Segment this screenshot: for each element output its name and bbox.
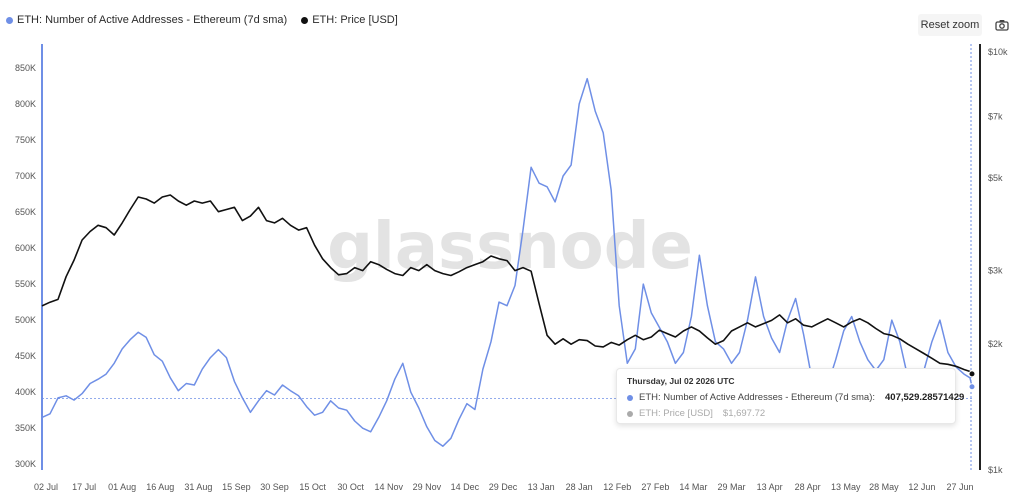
watermark: glassnode	[327, 210, 693, 284]
tooltip-date: Thursday, Jul 02 2026 UTC	[627, 376, 735, 386]
y-left-tick-label: 650K	[15, 207, 36, 217]
series-line-price	[41, 194, 973, 375]
y-left-tick-label: 400K	[15, 387, 36, 397]
y-right-tick-label: $2k	[988, 339, 1003, 349]
tooltip-value-price: $1,697.72	[722, 408, 766, 419]
x-tick-label: 02 Jul	[34, 482, 58, 492]
tooltip-row-active-addresses: ETH: Number of Active Addresses - Ethere…	[627, 392, 964, 403]
x-tick-label: 16 Aug	[146, 482, 174, 492]
y-right-tick-label: $5k	[988, 173, 1003, 183]
x-tick-label: 28 Apr	[795, 482, 821, 492]
y-left-tick-label: 350K	[15, 423, 36, 433]
x-tick-label: 15 Sep	[222, 482, 251, 492]
x-tick-label: 13 Apr	[757, 482, 783, 492]
x-tick-label: 29 Nov	[413, 482, 442, 492]
series-endpoint-active-addresses	[968, 383, 976, 391]
x-tick-label: 28 May	[869, 482, 899, 492]
x-tick-label: 14 Mar	[679, 482, 707, 492]
y-right-tick-label: $1k	[988, 465, 1003, 475]
camera-icon[interactable]	[990, 14, 1014, 36]
x-tick-label: 29 Mar	[717, 482, 745, 492]
x-tick-label: 30 Oct	[337, 482, 364, 492]
legend-item-price[interactable]: ETH: Price [USD]	[301, 14, 398, 26]
x-tick-label: 28 Jan	[566, 482, 593, 492]
x-tick-label: 31 Aug	[184, 482, 212, 492]
tooltip-row-price: ETH: Price [USD] $1,697.72	[627, 408, 945, 419]
x-tick-label: 15 Oct	[299, 482, 326, 492]
tooltip-dot-blue-icon	[627, 394, 633, 401]
legend-item-active-addresses[interactable]: ETH: Number of Active Addresses - Ethere…	[6, 14, 287, 26]
x-tick-label: 17 Jul	[72, 482, 96, 492]
x-tick-label: 13 May	[831, 482, 861, 492]
tooltip-label-active-addresses: ETH: Number of Active Addresses - Ethere…	[639, 392, 876, 403]
tooltip-value-active-addresses: 407,529.28571429	[885, 392, 965, 403]
x-tick-label: 30 Sep	[260, 482, 289, 492]
y-left-tick-label: 450K	[15, 351, 36, 361]
legend-dot-blue-icon	[6, 16, 13, 24]
chart-legend: ETH: Number of Active Addresses - Ethere…	[6, 14, 398, 26]
y-left-tick-label: 300K	[15, 459, 36, 469]
x-tick-label: 29 Dec	[489, 482, 518, 492]
legend-label-price: ETH: Price [USD]	[312, 14, 398, 26]
tooltip-dot-gray-icon	[627, 410, 633, 417]
legend-dot-black-icon	[301, 16, 309, 24]
x-tick-label: 27 Feb	[641, 482, 669, 492]
y-left-tick-label: 600K	[15, 243, 36, 253]
y-right-tick-label: $3k	[988, 266, 1003, 276]
x-tick-label: 14 Dec	[451, 482, 480, 492]
y-left-tick-label: 700K	[15, 171, 36, 181]
x-tick-label: 13 Jan	[528, 482, 555, 492]
tooltip-label-price: ETH: Price [USD]	[639, 408, 713, 419]
y-left-tick-label: 850K	[15, 63, 36, 73]
x-tick-label: 27 Jun	[946, 482, 973, 492]
y-left-tick-label: 800K	[15, 99, 36, 109]
x-tick-label: 14 Nov	[374, 482, 403, 492]
chart-tooltip: Thursday, Jul 02 2026 UTC ETH: Number of…	[616, 368, 964, 424]
x-tick-label: 12 Jun	[908, 482, 935, 492]
x-tick-label: 01 Aug	[108, 482, 136, 492]
y-left-tick-label: 500K	[15, 315, 36, 325]
series-endpoint-price	[968, 370, 976, 378]
y-right-tick-label: $10k	[988, 47, 1008, 57]
y-left-tick-label: 550K	[15, 279, 36, 289]
y-left-tick-label: 750K	[15, 135, 36, 145]
x-tick-label: 12 Feb	[603, 482, 631, 492]
y-right-tick-label: $7k	[988, 112, 1003, 122]
legend-label-active-addresses: ETH: Number of Active Addresses - Ethere…	[17, 14, 288, 26]
reset-zoom-button[interactable]: Reset zoom	[918, 14, 982, 36]
